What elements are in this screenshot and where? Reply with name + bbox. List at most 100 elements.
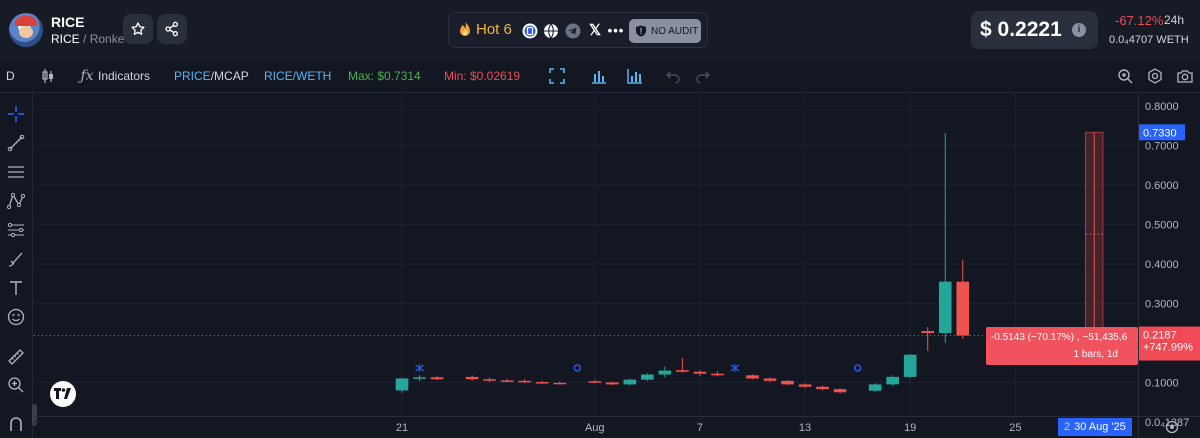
pair-separator: / [83,32,87,46]
candle-body [711,373,724,376]
measure-change-text: -0.5143 (−70.17%) , −51,435,6 [991,332,1128,343]
pattern-tool[interactable] [6,191,26,211]
candle-body [938,281,952,334]
pair-toggle[interactable]: RICE/WETH [264,69,332,83]
event-marker-star [415,364,424,372]
candle-body [395,378,409,391]
token-symbol: RICE [51,32,80,46]
fullscreen-button[interactable] [548,67,566,85]
telegram-icon [565,23,581,39]
text-tool[interactable] [6,278,26,298]
interval-selector[interactable]: D [6,69,15,83]
hot-badge[interactable]: Hot 6 [457,20,512,38]
candle-body [781,380,794,385]
bar-chart-icon [592,71,606,84]
trend-line-icon [7,134,25,152]
price-change: -67.12% [1115,13,1164,28]
share-button[interactable] [157,14,187,44]
token-name: RICE [51,14,85,30]
undo-icon [666,71,680,83]
drawing-toolbar-scroll-handle[interactable] [32,404,37,426]
price-mcap-toggle[interactable]: PRICE/MCAP [174,69,249,83]
price-display: $ 0.2221 i [971,11,1098,49]
candle-body [956,281,970,336]
globe-link[interactable] [543,23,559,39]
horizontal-lines-tool[interactable] [6,162,26,182]
emoji-icon [7,308,25,326]
max-price-axis-label: 0.7330 [1143,127,1177,139]
brush-icon [8,252,23,267]
telegram-link[interactable] [565,23,581,39]
candle-body [886,376,899,385]
y-tick-label: 0.5000 [1145,219,1179,231]
measure-tooltip: -0.5143 (−70.17%) , −51,435,6 1 bars, 1d [986,327,1138,365]
symbol-search-button[interactable] [1116,67,1134,85]
fire-icon [460,21,470,36]
brush-tool[interactable] [6,249,26,269]
website-link[interactable] [522,23,538,39]
x-link[interactable]: 𝕏 [587,23,603,39]
candle-body [746,375,759,379]
token-links-bar: Hot 6 𝕏 ••• [448,12,708,48]
chart-settings-button[interactable] [1146,67,1164,85]
horizontal-lines-icon [8,166,24,178]
candle-body [500,380,514,382]
candle-body [658,370,672,375]
info-icon[interactable]: i [1072,23,1086,37]
candle-body [816,386,829,390]
dex-name[interactable]: Ronke [89,32,125,46]
candle-body [588,381,602,383]
axis-settings-button[interactable] [1162,418,1182,436]
ruler-tool[interactable] [6,347,26,367]
candle-body [518,380,531,383]
mcap-label[interactable]: MCAP [214,69,249,83]
candle-body [483,379,496,381]
camera-icon [1177,70,1193,83]
favorite-button[interactable] [123,14,153,44]
measure-tool[interactable] [6,220,26,240]
fullscreen-icon [549,68,565,84]
candle-body [465,376,479,380]
chart-toolbar: D ƒx Indicators PRICE/MCAP RICE/WETH Max… [0,60,1200,93]
candle-body [535,382,549,384]
stats-toggle-button[interactable] [626,67,644,85]
redo-icon [696,71,710,83]
candle-body [553,382,567,385]
trend-line-tool[interactable] [6,133,26,153]
emoji-tool[interactable] [6,307,26,327]
volume-toggle-button[interactable] [590,67,608,85]
magnet-tool[interactable] [6,414,26,434]
indicators-button[interactable]: ƒx [78,67,96,85]
pct-change-axis-label: +747.99% [1143,342,1193,354]
text-icon [10,281,22,295]
drawing-toolbar [0,93,33,438]
redo-button[interactable] [694,67,712,85]
current-price: $ 0.2221 [980,18,1062,41]
ruler-icon [8,349,24,365]
indicators-label[interactable]: Indicators [98,69,151,83]
more-icon: ••• [607,23,625,38]
event-marker-star [730,364,740,372]
price-label[interactable]: PRICE [174,69,211,83]
x-tick-label: 7 [697,422,703,434]
crosshair-tool[interactable] [6,104,26,124]
tradingview-logo[interactable] [50,381,76,407]
weth-price: 0.0₄4707 WETH [1109,34,1189,46]
y-tick-label: 0.6000 [1145,180,1179,192]
more-links-button[interactable]: ••• [608,23,624,39]
candle-body [623,379,637,385]
y-tick-label: 0.0₄1387 [1145,417,1189,429]
candle-body [798,384,812,387]
audit-badge[interactable]: NO AUDIT [629,19,701,43]
event-marker-circle [573,364,581,372]
snapshot-button[interactable] [1176,67,1194,85]
undo-button[interactable] [664,67,682,85]
crosshair-date-badge: 2 30 Aug '25 [1058,418,1132,436]
candle-body [693,371,707,374]
crosshair-icon [8,106,24,122]
zoom-in-tool[interactable] [6,375,26,395]
candles-icon [42,69,53,83]
star-icon [131,22,145,35]
candles-type-button[interactable] [39,67,57,85]
